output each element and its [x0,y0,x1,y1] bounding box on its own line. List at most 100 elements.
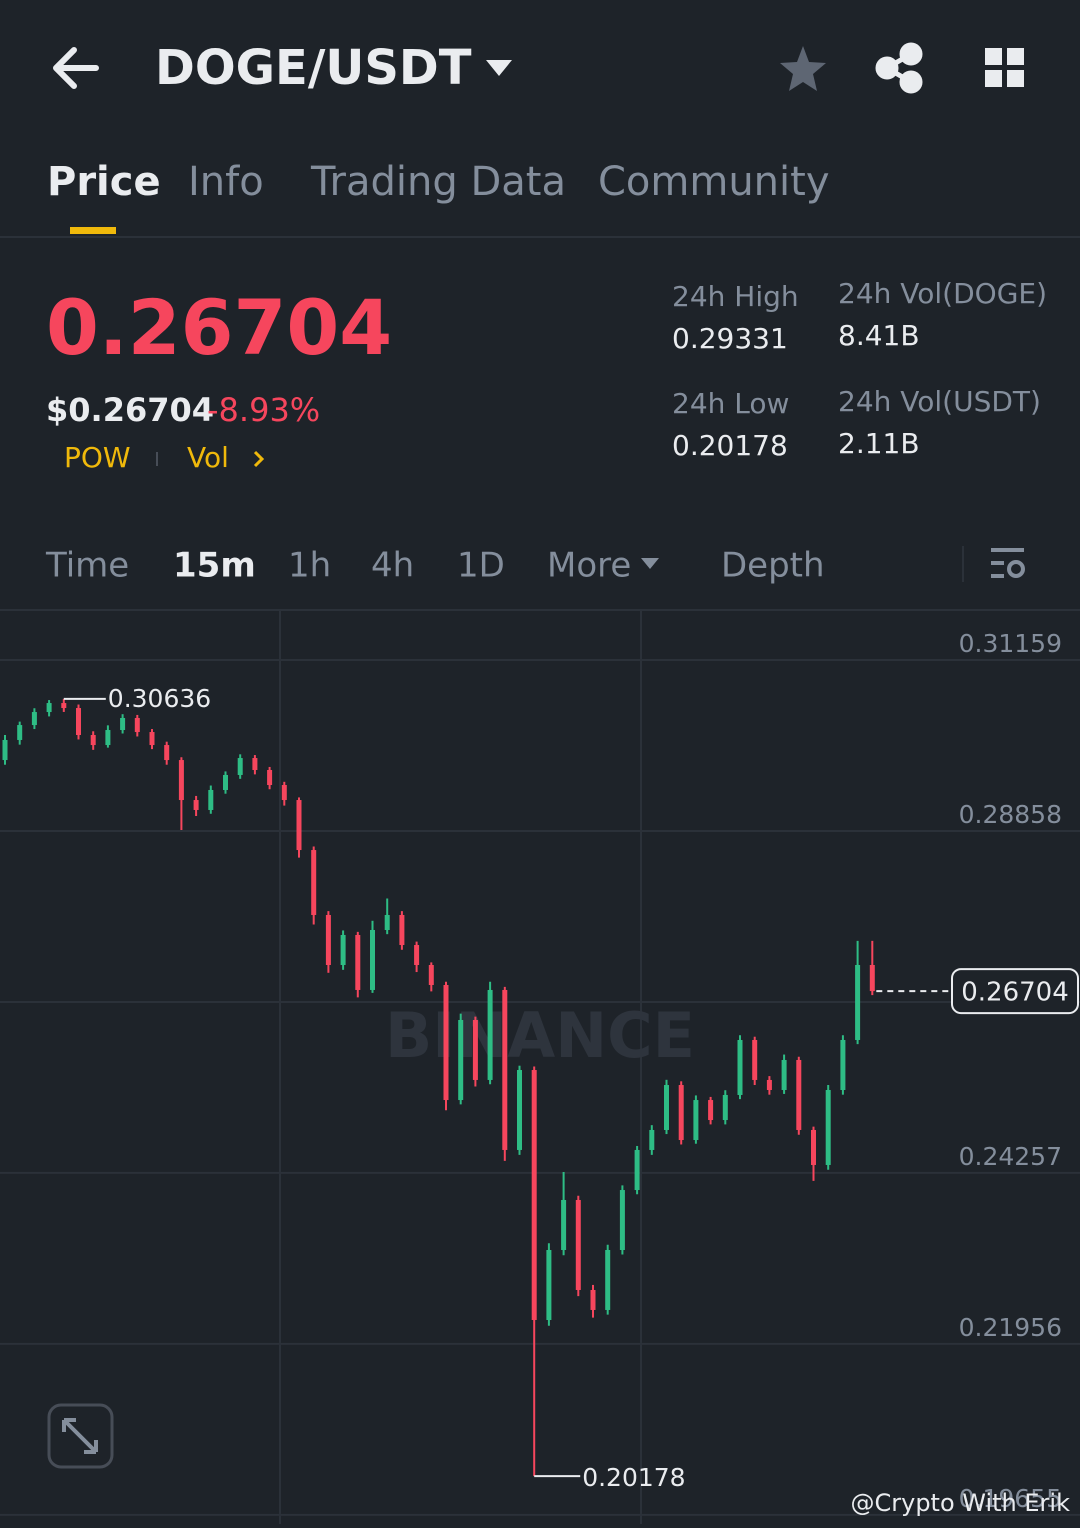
candle-body [31,712,37,726]
candle-body [840,1039,846,1091]
interval[interactable]: 15m [173,546,256,586]
candle-body [678,1085,684,1141]
y-tick-label: 0.31159 [959,629,1062,658]
candle-body [90,734,96,746]
candle-body [105,730,111,746]
candle-body [737,1039,743,1095]
candle-body [811,1129,816,1165]
favorite-button[interactable] [780,46,826,91]
last-price: 0.26704 [46,283,392,372]
candle-body [766,1079,772,1091]
candle-body [61,703,67,709]
y-tick-label: 0.28858 [959,800,1062,829]
candle-body [472,1019,478,1080]
candle-body [428,965,434,985]
candle-body [605,1250,611,1310]
candle-body [502,989,508,1150]
candle-body [178,760,184,801]
candle-body [869,965,875,992]
expand-button[interactable] [47,1403,114,1469]
interval[interactable]: 4h [371,546,414,586]
y-tick-label: 0.24257 [959,1142,1062,1171]
grid-menu-button[interactable] [985,48,1024,87]
candle-body [796,1059,802,1130]
candle-body [781,1059,787,1091]
candle-body [825,1090,831,1165]
interval[interactable]: More [547,546,631,586]
candle-body [575,1199,581,1290]
credit-watermark: @Crypto With Erik [850,1489,1070,1517]
y-tick-label: 0.21956 [959,1313,1062,1342]
candle-body [458,1019,464,1101]
watermark: BINANCE [385,999,695,1072]
back-button[interactable] [53,47,99,89]
candle-body [384,914,390,931]
candle-body [281,785,287,801]
chevron [253,450,265,468]
more-caret [641,558,659,569]
candle-body [693,1100,699,1141]
candle-body [443,984,449,1101]
candle-body [311,850,317,915]
candle-body [708,1100,714,1121]
candle-body [531,1070,537,1321]
candle-body [340,934,346,966]
candle-body [149,732,155,746]
candle-body [561,1199,567,1251]
candle-body [649,1129,655,1150]
candle-body [487,989,493,1080]
candle-body [120,717,126,731]
candle-body [296,800,302,851]
tab[interactable]: Trading Data [310,159,566,205]
interval[interactable]: 1D [457,546,505,586]
stat-value: 0.20178 [672,429,788,462]
stat-label: 24h Vol(USDT) [838,385,1041,418]
candle-body [193,800,199,810]
stat-value: 0.29331 [672,322,788,355]
stat-value: 2.11B [838,427,920,460]
candle-body [399,914,405,946]
candle-body [619,1190,625,1251]
candle-body [855,965,861,1040]
candle-body [634,1149,640,1191]
interval[interactable]: 1h [288,546,331,586]
tab[interactable]: Info [188,159,264,205]
candle-body [134,717,140,733]
tab-indicator [70,227,116,234]
chart-settings-button[interactable] [991,548,1025,578]
candle-body [370,930,375,990]
candle-body [325,914,331,966]
candle-body [590,1289,596,1310]
interval[interactable]: Time [45,546,129,586]
tab[interactable]: Price [47,159,161,205]
candle-body [517,1070,522,1150]
candle-body [2,739,8,761]
low-marker-label: 0.20178 [582,1463,685,1492]
y-tick-label: 0.19655 [959,1484,1062,1513]
candle-body [355,934,361,990]
candle-body [664,1085,669,1130]
share-button[interactable] [875,42,923,94]
candle-body [164,745,170,761]
candle-body [252,758,258,771]
tag[interactable]: Vol [187,441,229,474]
high-marker-label: 0.30636 [108,684,211,713]
interval[interactable]: Depth [721,546,825,586]
candle-body [208,789,214,810]
tag[interactable]: POW [64,441,131,474]
candle-body [237,758,243,775]
candle-body [722,1094,728,1121]
stat-label: 24h High [672,280,799,313]
candle-body [223,774,228,790]
last-price-box [951,968,1079,1015]
stat-label: 24h Vol(DOGE) [838,277,1047,310]
pair-title[interactable]: DOGE/USDT [155,40,472,96]
stat-value: 8.41B [838,319,920,352]
tab[interactable]: Community [598,159,830,205]
candle-body [76,708,81,735]
price-change: -8.93% [207,391,320,429]
pair-dropdown[interactable] [486,60,512,76]
candle-body [46,703,52,713]
candle-body [17,725,23,740]
